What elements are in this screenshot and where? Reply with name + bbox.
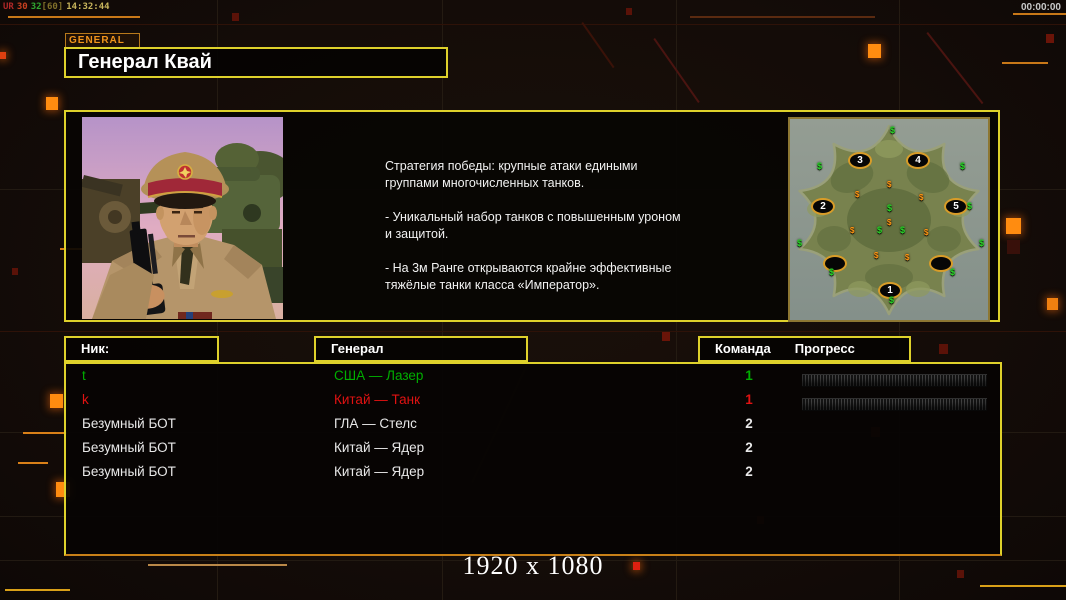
column-header-nick: Ник: — [64, 336, 219, 362]
player-general: США — Лазер — [334, 368, 424, 383]
column-header-general: Генерал — [314, 336, 528, 362]
table-row: Безумный БОТ ГЛА — Стелс 2 — [66, 416, 1000, 440]
header-label: Генерал — [331, 341, 384, 356]
decor-square — [46, 97, 58, 110]
debug-overlay: UR 30 32[60] 14:32:44 — [3, 2, 110, 12]
supply-marker-green: $ — [960, 161, 966, 171]
player-nick: Безумный БОТ — [82, 416, 176, 431]
player-team: 2 — [745, 464, 753, 479]
player-general: Китай — Ядер — [334, 440, 425, 455]
supply-marker-green: $ — [877, 225, 883, 235]
supply-marker-green: $ — [887, 203, 893, 213]
start-position-marker: 1 — [878, 282, 902, 299]
decor-square — [939, 344, 948, 354]
resolution-label: 1920 x 1080 — [462, 551, 604, 580]
supply-marker-green: $ — [817, 161, 823, 171]
supply-marker-orange: $ — [887, 180, 892, 189]
page-title: Генерал Квай — [64, 47, 448, 78]
general-info-panel: Стратегия победы: крупные атаки едиными … — [64, 110, 1000, 322]
table-row: k Китай — Танк 1 — [66, 392, 1000, 416]
supply-marker-green: $ — [979, 238, 985, 248]
decor-square — [0, 52, 6, 59]
supply-marker-green: $ — [797, 238, 803, 248]
progress-bar — [802, 398, 987, 411]
player-general: Китай — Ядер — [334, 464, 425, 479]
decor-square — [1047, 298, 1058, 310]
decor-square — [626, 8, 632, 15]
player-nick: Безумный БОТ — [82, 440, 176, 455]
general-portrait — [82, 117, 283, 319]
supply-marker-orange: $ — [855, 190, 860, 199]
header-label: Ник: — [81, 341, 110, 356]
decor-line — [8, 16, 140, 18]
decor-square — [232, 13, 239, 21]
strategy-description: Стратегия победы: крупные атаки едиными … — [385, 158, 715, 311]
start-position-marker: 5 — [944, 198, 968, 215]
supply-marker-green: $ — [900, 225, 906, 235]
description-paragraph: - Уникальный набор танков с повышенным у… — [385, 210, 681, 241]
start-position-marker: 3 — [848, 152, 872, 169]
decor-line — [1002, 62, 1048, 64]
column-header-team-progress: Команда Прогресс — [698, 336, 911, 362]
empty-position-marker — [929, 255, 953, 272]
header-label: Команда — [715, 341, 771, 356]
players-table: t США — Лазер 1 k Китай — Танк 1 Безумный БОТ Г… — [64, 362, 1002, 556]
player-nick: k — [82, 392, 89, 407]
empty-position-marker — [823, 255, 847, 272]
player-team: 2 — [745, 416, 753, 431]
start-position-marker: 2 — [811, 198, 835, 215]
player-nick: t — [82, 368, 86, 383]
player-team: 1 — [745, 392, 753, 407]
progress-bar — [802, 374, 987, 387]
description-paragraph: Стратегия победы: крупные атаки едиными … — [385, 159, 638, 190]
supply-marker-orange: $ — [905, 253, 910, 262]
decor-square — [868, 44, 881, 58]
game-timer: 00:00:00 — [1020, 2, 1061, 13]
decor-line — [18, 462, 48, 464]
decor-square — [50, 394, 63, 408]
supply-marker-orange: $ — [887, 218, 892, 227]
decor-square — [662, 332, 670, 341]
supply-marker-green: $ — [889, 295, 895, 305]
decor-line — [1013, 13, 1066, 15]
supply-marker-orange: $ — [850, 226, 855, 235]
supply-marker-green: $ — [829, 267, 835, 277]
decor-square — [633, 562, 640, 570]
decor-square — [1007, 240, 1020, 254]
player-nick: Безумный БОТ — [82, 464, 176, 479]
description-paragraph: - На 3м Ранге открываются крайне эффекти… — [385, 261, 672, 292]
supply-marker-green: $ — [890, 125, 896, 135]
decor-line — [5, 589, 70, 591]
decor-square — [1006, 218, 1021, 234]
player-general: Китай — Танк — [334, 392, 420, 407]
tab-general: GENERAL — [65, 33, 140, 48]
supply-marker-orange: $ — [924, 228, 929, 237]
debug-label: UR — [3, 2, 14, 12]
player-team: 2 — [745, 440, 753, 455]
map-preview: 1 2 3 4 5 $ $ $ $ $ $ $ $ $ $ $ $ $ $ $ $ $ $ $ $ — [788, 117, 990, 322]
decor-line — [23, 432, 67, 434]
table-row: t США — Лазер 1 — [66, 368, 1000, 392]
decor-diagonal — [581, 22, 615, 69]
decor-diagonal — [926, 32, 984, 105]
decor-line — [148, 564, 287, 566]
map-markers: 1 2 3 4 5 $ $ $ $ $ $ $ $ $ $ $ $ $ $ $ $ $ $ $ $ — [790, 119, 988, 320]
supply-marker-green: $ — [950, 267, 956, 277]
decor-line — [690, 16, 875, 18]
decor-square — [957, 570, 964, 578]
supply-marker-green: $ — [967, 201, 973, 211]
table-row: Безумный БОТ Китай — Ядер 2 — [66, 440, 1000, 464]
supply-marker-orange: $ — [874, 251, 879, 260]
decor-square — [1046, 34, 1054, 43]
player-team: 1 — [745, 368, 753, 383]
decor-line — [980, 585, 1066, 587]
header-label: Прогресс — [794, 341, 855, 356]
player-general: ГЛА — Стелс — [334, 416, 417, 431]
supply-marker-orange: $ — [919, 193, 924, 202]
start-position-marker: 4 — [906, 152, 930, 169]
table-row: Безумный БОТ Китай — Ядер 2 — [66, 464, 1000, 488]
decor-square — [12, 268, 18, 275]
